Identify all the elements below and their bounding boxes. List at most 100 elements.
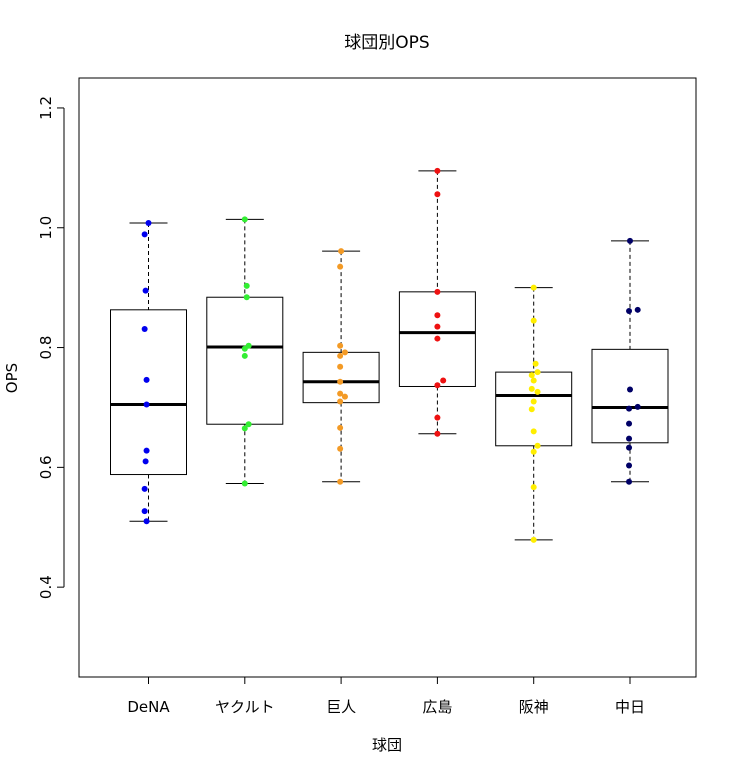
points-0 <box>141 219 152 525</box>
points-group <box>141 167 641 543</box>
data-point <box>241 216 248 223</box>
data-point <box>626 308 633 315</box>
x-tick-label: DeNA <box>127 698 170 716</box>
x-tick-label: 阪神 <box>519 698 549 716</box>
points-3 <box>434 167 447 437</box>
data-point <box>143 376 150 383</box>
points-2 <box>337 248 348 485</box>
data-point <box>627 386 633 393</box>
data-point <box>530 484 537 491</box>
data-point <box>241 480 248 487</box>
data-point <box>142 458 149 465</box>
data-point <box>341 393 348 400</box>
data-point <box>143 401 150 408</box>
data-point <box>626 405 633 412</box>
data-point <box>534 442 541 449</box>
x-axis: DeNA ヤクルト 巨人 広島 阪神 中日 <box>127 676 645 716</box>
data-point <box>243 282 250 289</box>
x-tick-label: 広島 <box>422 698 452 716</box>
data-point <box>241 345 248 352</box>
data-point <box>434 382 441 389</box>
data-point <box>627 237 633 244</box>
data-point <box>241 425 248 432</box>
data-point <box>530 317 537 324</box>
data-point <box>634 306 641 313</box>
data-point <box>528 406 535 413</box>
data-point <box>532 360 539 367</box>
data-point <box>337 263 344 270</box>
data-point <box>626 462 633 469</box>
data-point <box>534 388 541 395</box>
y-tick-label: 0.4 <box>37 575 55 599</box>
data-point <box>528 385 535 392</box>
data-point <box>141 231 148 238</box>
box-3 <box>398 170 476 435</box>
y-axis: 0.4 0.6 0.8 1.0 1.2 <box>37 96 65 599</box>
data-point <box>626 478 633 485</box>
x-tick-label: 巨人 <box>326 698 356 716</box>
data-point <box>434 191 441 198</box>
y-tick-label: 0.6 <box>37 455 55 479</box>
data-point <box>634 403 641 410</box>
box-1 <box>206 218 284 485</box>
data-point <box>141 325 148 332</box>
data-point <box>337 445 344 452</box>
data-point <box>534 369 541 376</box>
data-point <box>337 352 344 359</box>
box-4 <box>495 287 573 541</box>
y-tick-label: 1.0 <box>37 216 55 240</box>
data-point <box>337 363 344 370</box>
data-point <box>338 248 345 255</box>
data-point <box>434 288 441 295</box>
y-tick-label: 1.2 <box>37 96 55 120</box>
y-axis-label: OPS <box>3 363 21 393</box>
data-point <box>434 312 441 319</box>
data-point <box>337 398 344 405</box>
data-point <box>337 478 344 485</box>
data-point <box>143 518 150 525</box>
iqr-box <box>206 296 284 425</box>
x-tick-label: 中日 <box>615 698 645 716</box>
data-point <box>434 167 441 174</box>
data-point <box>530 398 537 405</box>
chart-title: 球団別OPS <box>344 33 429 53</box>
data-point <box>141 508 148 515</box>
data-point <box>530 377 537 384</box>
data-point <box>530 448 537 455</box>
data-point <box>530 536 537 543</box>
data-point <box>245 421 252 428</box>
x-tick-label: ヤクルト <box>215 698 275 716</box>
data-point <box>241 352 248 359</box>
iqr-box <box>110 309 187 476</box>
data-point <box>434 414 441 421</box>
y-tick-label: 0.8 <box>37 336 55 360</box>
data-point <box>141 485 148 492</box>
data-point <box>337 342 344 349</box>
box-group <box>110 170 669 541</box>
data-point <box>626 444 633 451</box>
points-4 <box>528 284 541 543</box>
data-point <box>243 294 250 301</box>
data-point <box>337 390 344 397</box>
data-point <box>530 428 537 435</box>
data-point <box>626 420 633 427</box>
data-point <box>530 284 537 291</box>
iqr-box <box>591 348 669 444</box>
data-point <box>434 323 441 330</box>
data-point <box>528 372 535 379</box>
data-point <box>626 435 633 442</box>
x-axis-label: 球団 <box>372 736 402 754</box>
data-point <box>143 447 150 454</box>
data-point <box>337 378 344 385</box>
data-point <box>145 219 152 226</box>
data-point <box>434 335 441 342</box>
box-0 <box>110 222 187 522</box>
data-point <box>337 424 344 431</box>
data-point <box>341 349 348 356</box>
points-1 <box>241 216 252 487</box>
data-point <box>434 430 441 437</box>
data-point <box>440 377 447 384</box>
points-5 <box>626 237 641 485</box>
data-point <box>142 287 149 294</box>
